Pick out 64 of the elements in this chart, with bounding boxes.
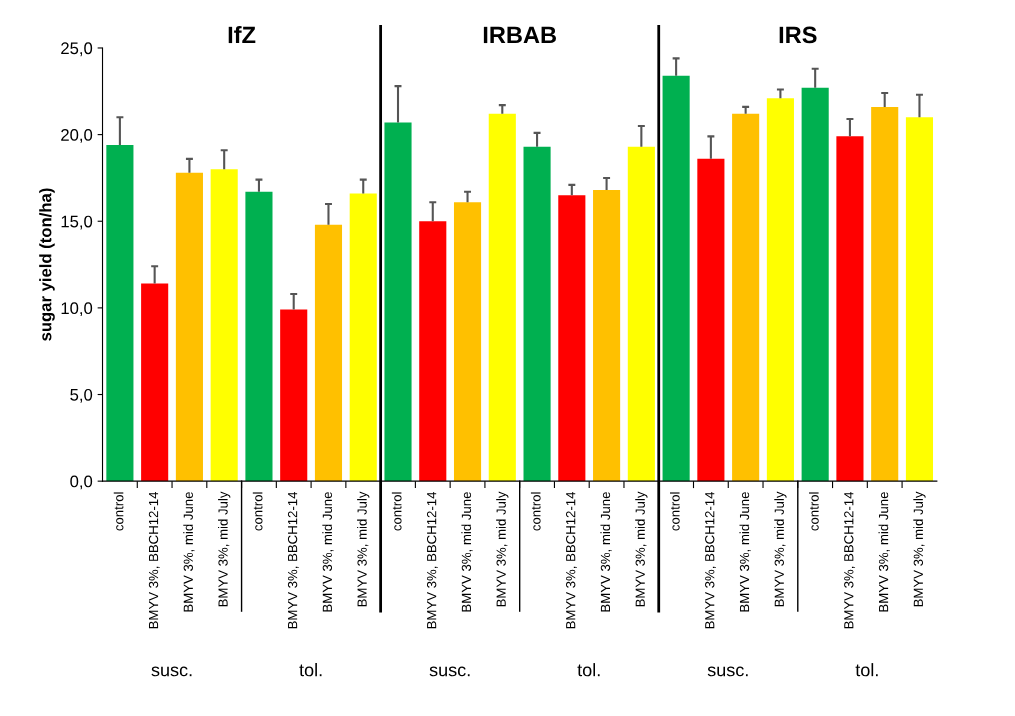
bar <box>905 117 934 482</box>
bar <box>523 146 551 482</box>
y-tick-label: 25,0 <box>61 42 93 57</box>
x-tick-label: BMYV 3%, BBCH12-14 <box>844 491 856 629</box>
x-tick-label: BMYV 3%, mid July <box>635 491 648 607</box>
bar <box>488 113 516 482</box>
x-tick-label: BMYV 3%, BBCH12-14 <box>148 491 160 629</box>
x-tick-label: BMYV 3%, BBCH12-14 <box>287 491 299 629</box>
bar <box>836 136 864 482</box>
x-tick-label: BMYV 3%, mid June <box>461 492 473 612</box>
bar <box>766 98 794 482</box>
y-tick-label: 5,0 <box>70 388 93 403</box>
x-tick-label: BMYV 3%, mid July <box>496 491 509 607</box>
y-tick-label: 20,0 <box>61 129 93 143</box>
bar <box>558 195 586 482</box>
text: IRS <box>779 26 817 44</box>
bar <box>732 113 760 482</box>
y-axis-title: sugar yield (ton/ha) <box>39 188 55 341</box>
bar <box>245 191 273 482</box>
bar <box>801 87 829 482</box>
bar <box>871 106 899 482</box>
text: tol. <box>299 663 322 677</box>
text: susc. <box>151 666 192 677</box>
x-tick-label: BMYV 3%, mid July <box>913 491 926 607</box>
x-tick-label: control <box>252 492 263 531</box>
x-tick-label: BMYV 3%, mid June <box>183 492 195 612</box>
x-tick-label: BMYV 3%, mid June <box>600 492 612 612</box>
x-tick-label: control <box>669 492 680 531</box>
bar <box>280 309 308 482</box>
y-tick-label: 10,0 <box>61 302 93 317</box>
bar <box>453 202 482 482</box>
text: tol. <box>577 663 600 677</box>
x-tick-label: BMYV 3%, mid June <box>322 492 334 612</box>
y-tick-label: 15,0 <box>61 215 93 230</box>
text: susc. <box>707 666 748 677</box>
bar <box>141 283 169 482</box>
y-tick-label: 0,0 <box>70 475 93 490</box>
text: tol. <box>855 663 878 677</box>
x-tick-label: BMYV 3%, BBCH12-14 <box>426 491 438 629</box>
x-tick-label: control <box>530 492 541 531</box>
text: IRBAB <box>483 26 556 44</box>
x-tick-label: control <box>809 492 819 531</box>
x-tick-label: BMYV 3%, mid July <box>774 491 787 607</box>
x-tick-label: BMYV 3%, mid July <box>357 491 370 607</box>
bar <box>384 122 412 482</box>
bar <box>175 172 203 482</box>
x-tick-label: control <box>391 492 402 531</box>
x-tick-label: BMYV 3%, mid June <box>739 492 751 612</box>
x-tick-label: control <box>113 492 124 531</box>
x-tick-label: BMYV 3%, BBCH12-14 <box>705 491 716 629</box>
bar <box>210 169 238 482</box>
text: susc. <box>429 666 470 677</box>
bar <box>593 190 621 482</box>
bar <box>419 221 447 482</box>
text: IfZ <box>228 25 256 44</box>
x-tick-label: BMYV 3%, mid June <box>878 492 890 612</box>
bar <box>662 75 690 482</box>
x-tick-label: BMYV 3%, mid July <box>218 491 231 607</box>
bar <box>106 145 134 482</box>
bar <box>349 193 377 482</box>
x-tick-label: BMYV 3%, BBCH12-14 <box>566 491 577 629</box>
bar <box>314 224 343 482</box>
bar <box>697 158 725 482</box>
bar <box>627 146 655 482</box>
